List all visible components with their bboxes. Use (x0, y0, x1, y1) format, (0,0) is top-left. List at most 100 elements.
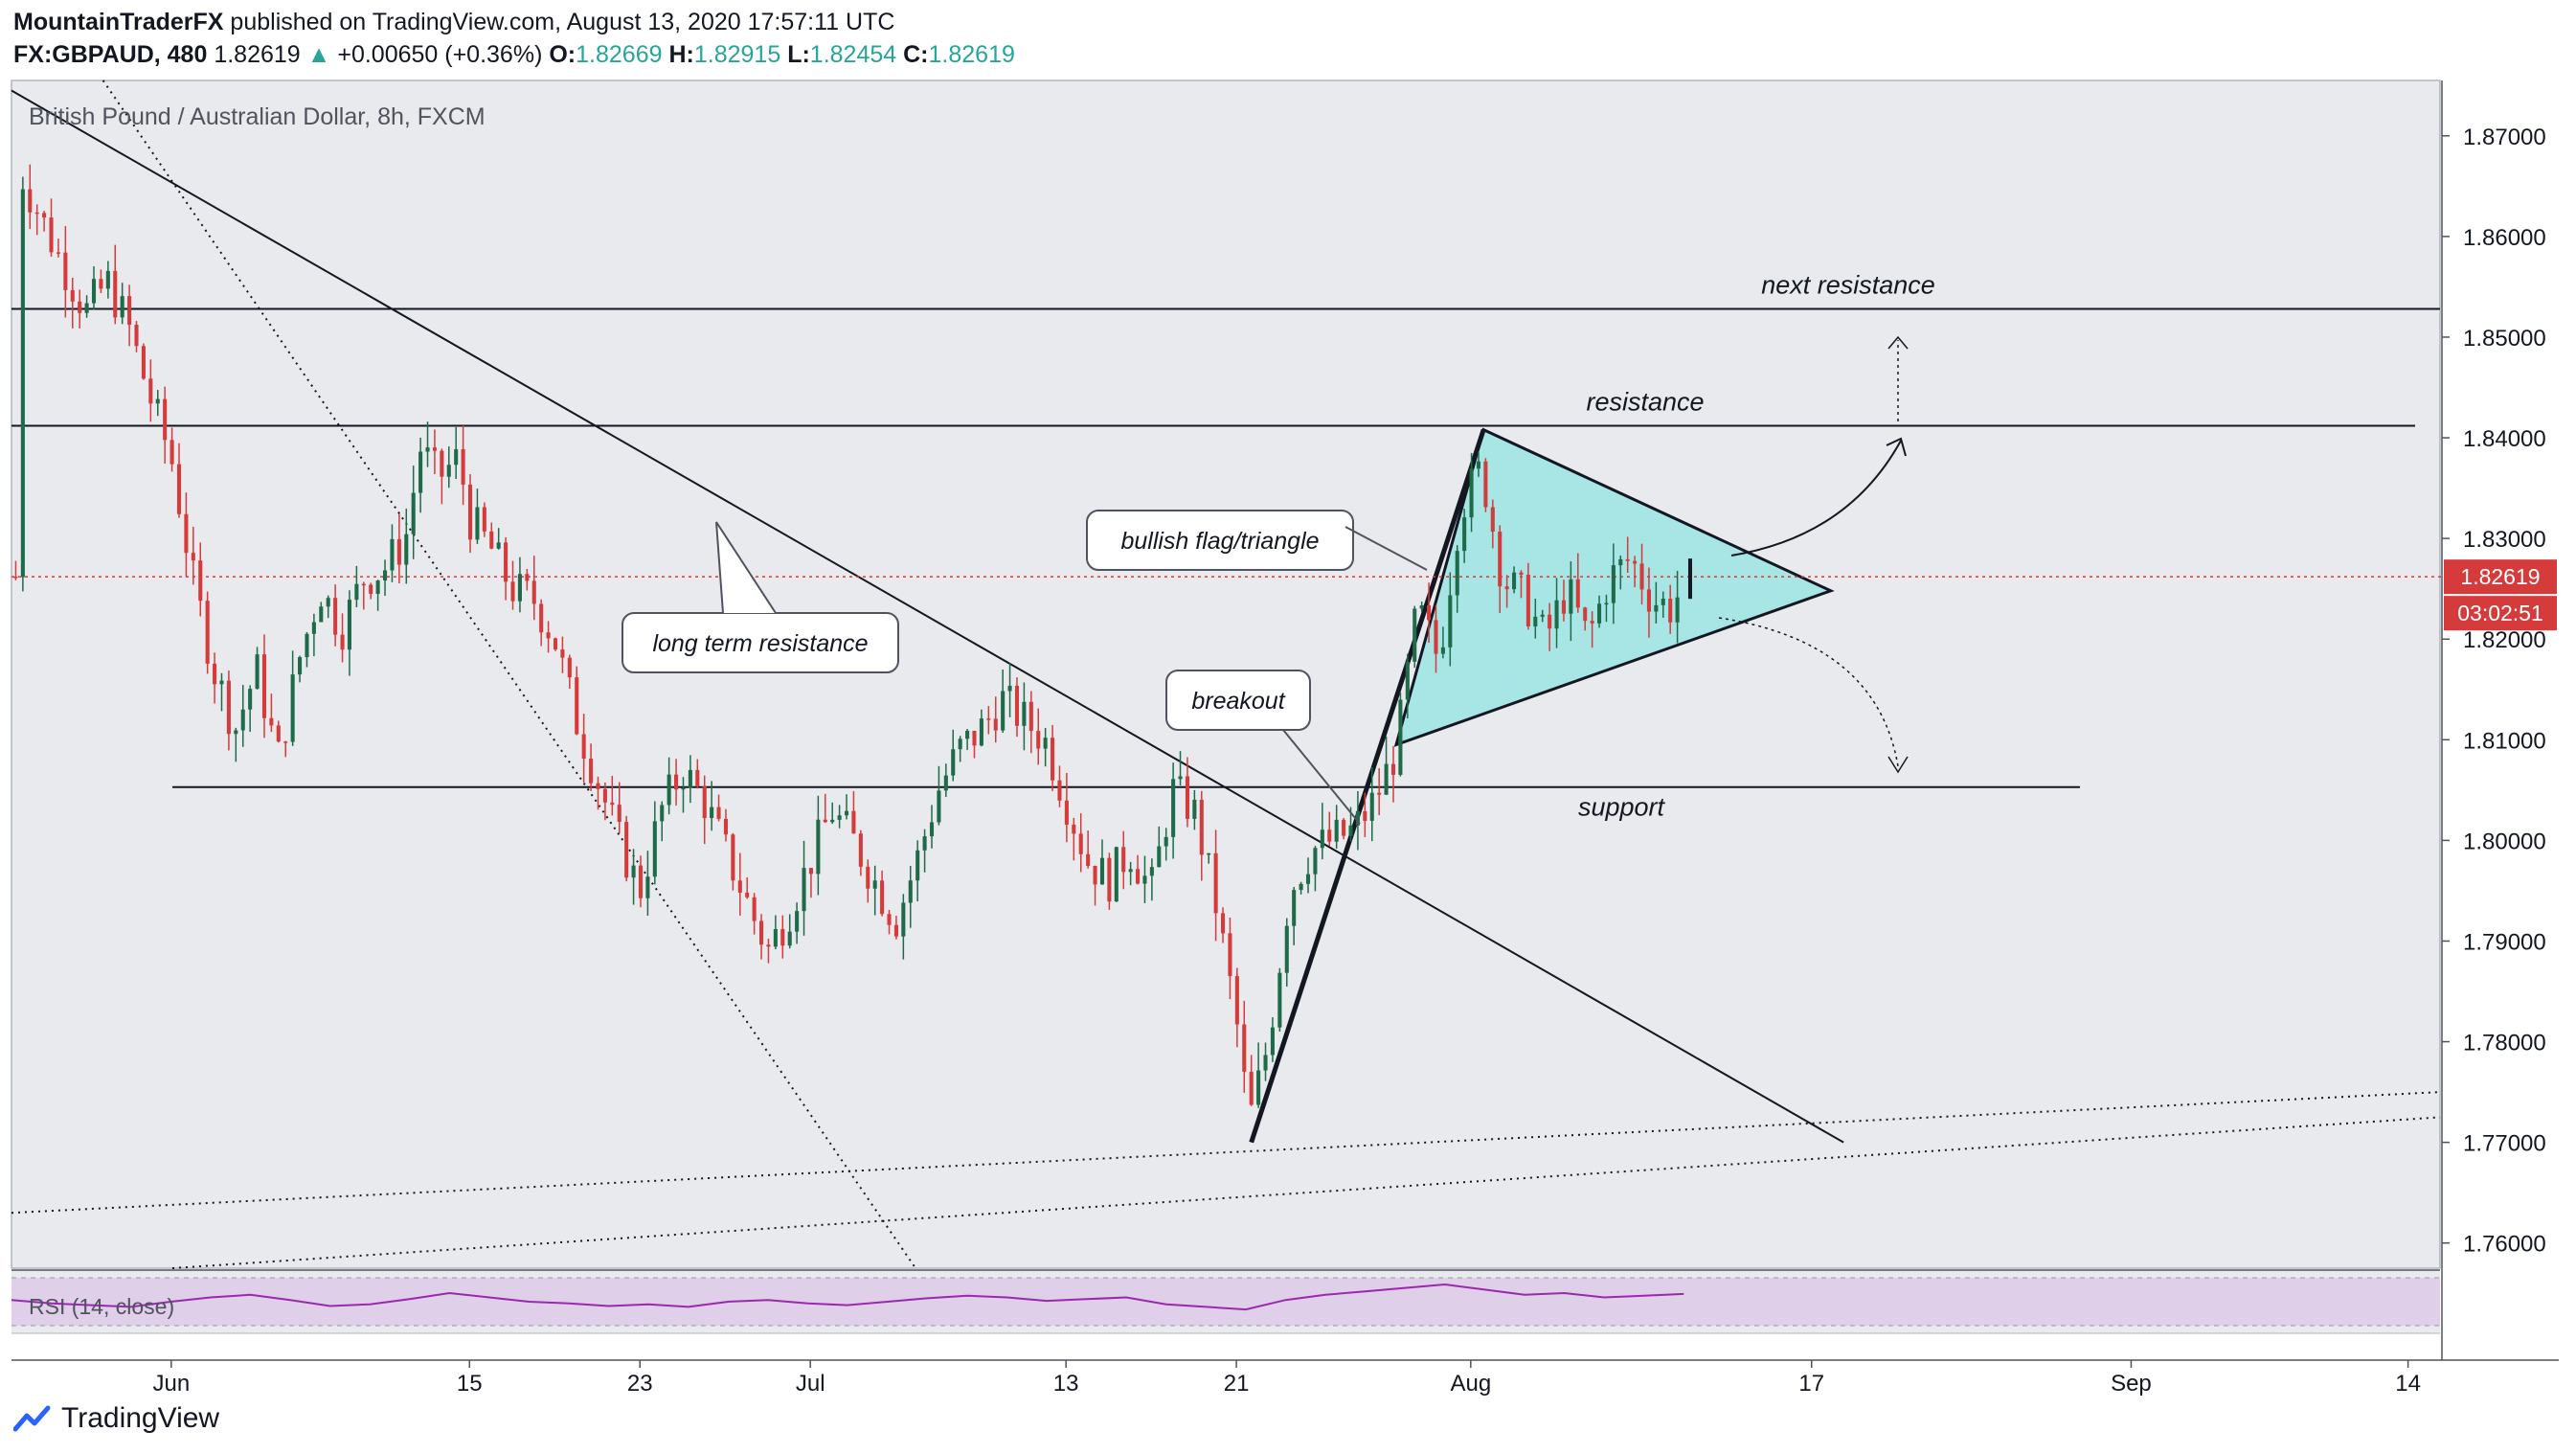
candle-body (1192, 799, 1197, 819)
candle-body (759, 920, 764, 945)
candle-body (1342, 819, 1346, 836)
candle-body (1504, 586, 1509, 590)
symbol-label[interactable]: FX:GBPAUD, 480 (13, 41, 208, 68)
candle-body (844, 810, 849, 816)
candle-body (155, 398, 160, 404)
candle-body (1220, 913, 1226, 934)
candle-body (517, 574, 522, 602)
countdown-badge (2444, 596, 2557, 631)
candle-body (1256, 1070, 1261, 1105)
candle-body (1462, 517, 1467, 552)
close-value: 1.82619 (928, 41, 1015, 68)
open-value: 1.82669 (576, 41, 663, 68)
candle-body (610, 802, 615, 806)
candle-body (1611, 565, 1616, 603)
chart-header: MountainTraderFX published on TradingVie… (13, 6, 2561, 71)
candle-body (575, 677, 579, 735)
candle-body (858, 833, 863, 867)
up-triangle-icon: ▲ (306, 41, 331, 68)
candle-body (560, 649, 565, 658)
tradingview-logo-icon[interactable] (13, 1404, 52, 1433)
candle-body (1569, 579, 1573, 614)
candle-body (70, 289, 75, 302)
candle-body (305, 633, 309, 658)
candle-body (1476, 461, 1481, 469)
candle-body (1405, 661, 1410, 700)
candle-body (1149, 867, 1154, 876)
candle-body (993, 718, 998, 731)
candle-body (1270, 1027, 1275, 1056)
candle-body (1072, 824, 1076, 834)
candle-body (446, 465, 451, 477)
candle-body (1014, 685, 1020, 726)
candle-body (261, 654, 267, 718)
candle-body (163, 398, 168, 441)
candle-body (1277, 972, 1282, 1028)
candle-body (1590, 621, 1594, 624)
candle-body (716, 807, 721, 819)
callout-text: breakout (1191, 688, 1285, 715)
brand-name[interactable]: TradingView (61, 1402, 220, 1434)
countdown-badge-text: 03:02:51 (2457, 601, 2543, 625)
candle-body (1142, 875, 1147, 884)
chart-title: British Pound / Australian Dollar, 8h, F… (29, 103, 486, 130)
candle-body (1498, 532, 1503, 587)
candle-body (213, 663, 217, 685)
trend-line (11, 89, 1844, 1144)
arrow-head-icon (1887, 756, 1909, 774)
candle-body (1007, 685, 1012, 692)
price-change: +0.00650 (+0.36%) (337, 41, 543, 68)
candle-body (922, 836, 927, 851)
bullish-projection-arrow (1730, 440, 1902, 557)
candle-body (1469, 468, 1474, 518)
y-tick-label: 1.76000 (2463, 1232, 2546, 1258)
candle-body (99, 279, 103, 289)
candle-body (1377, 792, 1382, 795)
level-label: resistance (1586, 387, 1704, 416)
candle-body (1625, 558, 1630, 561)
candle-body (191, 553, 195, 561)
last-price: 1.82619 (214, 41, 301, 68)
candle-body (1284, 925, 1289, 973)
candle-body (290, 674, 295, 742)
candle-body (454, 449, 459, 466)
candle-body (105, 270, 110, 289)
candle-body (198, 560, 203, 602)
y-tick-label: 1.79000 (2463, 929, 2546, 955)
callout-pointer (1344, 526, 1428, 571)
candle-body (1305, 874, 1311, 884)
candle-body (319, 606, 324, 623)
candle-body (13, 577, 18, 579)
candle-body (1455, 551, 1459, 596)
candle-body (396, 538, 401, 565)
candle-body (1313, 848, 1318, 875)
candle-body (1099, 857, 1105, 885)
candle-body (169, 440, 174, 465)
candle-body (851, 810, 856, 834)
candle-body (113, 270, 118, 318)
x-tick-label: Jul (796, 1371, 825, 1397)
candle-body (1334, 819, 1339, 842)
candle-body (866, 866, 870, 889)
callout-box (1086, 510, 1354, 571)
candle-body (602, 788, 607, 803)
candle-body (205, 601, 210, 664)
y-tick-label: 1.80000 (2463, 829, 2546, 854)
candle-body (1384, 763, 1389, 795)
author-name[interactable]: MountainTraderFX (13, 9, 224, 35)
candle-body (710, 807, 714, 819)
candle-body (326, 598, 330, 607)
candle-body (823, 819, 827, 823)
callout-box (1165, 670, 1311, 731)
candle-body (624, 822, 629, 878)
candle-body (340, 634, 345, 650)
candle-body (731, 834, 735, 881)
level-label: support (1578, 793, 1666, 822)
rsi-label: RSI (14, close) (29, 1294, 174, 1319)
y-tick-label: 1.77000 (2463, 1131, 2546, 1157)
candle-body (787, 931, 792, 946)
candle-body (141, 346, 146, 379)
candle-body (645, 876, 650, 898)
candle-body (78, 301, 82, 313)
